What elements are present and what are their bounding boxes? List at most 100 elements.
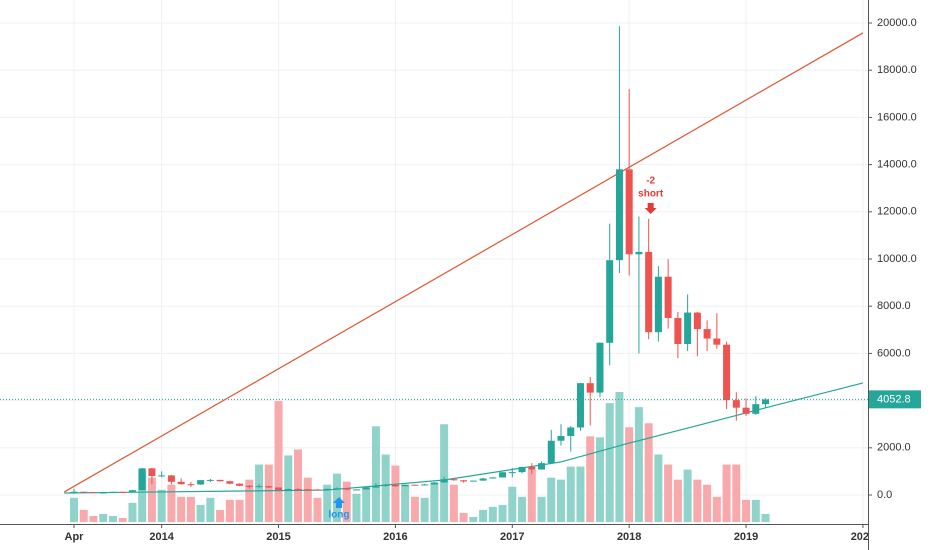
candle-body [635,251,643,255]
x-tick-label: 2018 [617,531,641,543]
volume-bar [518,496,527,522]
candle-body [606,260,614,343]
last-price-box [869,390,921,409]
volume-bar [576,466,585,522]
volume-pane [70,392,770,522]
candle-body [187,484,195,486]
y-axis: 0.02000.04000.06000.08000.010000.012000.… [868,17,921,501]
candle-body [596,342,604,393]
candle-body [732,400,740,408]
volume-bar [147,477,156,522]
candle-body [440,479,448,483]
x-tick-label: Apr [65,531,85,543]
candle-body [421,484,429,486]
volume-bar [410,496,419,522]
y-tick-label: 16000.0 [877,111,917,123]
volume-bar [323,484,332,522]
candle-body [518,466,526,473]
volume-bar [294,449,303,522]
volume-bar [508,486,517,522]
candle-body [158,475,166,477]
candle-body [586,383,594,393]
volume-bar [586,436,595,522]
volume-bar [430,482,439,522]
candle-body [703,329,711,339]
volume-bar [245,479,254,522]
candle-body [557,436,565,441]
volume-bar [595,437,604,522]
candle-body [148,468,156,477]
trend-line [63,32,864,493]
volume-bar [313,497,322,522]
annotation: -2 [646,176,655,187]
candle-body [762,399,770,405]
volume-bar [118,517,127,522]
price-axis-bg [868,0,932,550]
candle-body [294,488,302,490]
candle-body [479,478,487,481]
candle-body [391,484,399,487]
volume-bar [644,423,653,522]
candle-body [664,276,672,319]
y-tick-label: 6000.0 [877,347,911,359]
candle-body [138,468,146,491]
candle-body [128,490,136,492]
x-tick-label: 2020 [851,531,875,543]
volume-bar [634,407,643,522]
volume-bar [537,496,546,522]
candle-body [625,169,633,255]
volume-bar [440,424,449,522]
volume-bar [70,497,78,522]
volume-bar [605,403,614,522]
short-arrow [644,203,657,214]
y-tick-label: 20000.0 [877,17,917,29]
volume-bar [381,454,390,522]
volume-bar [547,477,556,522]
y-tick-label: 14000.0 [877,159,917,171]
volume-bar [654,454,663,522]
candle-body [323,488,331,490]
candle-body [255,486,263,488]
candle-body [654,276,662,333]
candle-body [723,344,731,401]
long-arrow [332,497,345,508]
x-tick-label: 2016 [383,531,407,543]
candle-body [752,404,760,414]
candle-body [236,483,244,486]
volume-bar [216,509,225,522]
volume-bar [284,455,293,522]
volume-bar [479,509,488,522]
volume-bar [469,516,478,522]
candle-body [615,169,623,261]
volume-bar [693,479,702,522]
candle-body [547,440,555,464]
candle-body [109,491,117,493]
candle-body [333,488,341,490]
candle-body [216,479,224,482]
candle-body [382,484,390,487]
volume-bar [498,504,507,522]
y-tick-label: 8000.0 [877,300,911,312]
candle-body [197,480,205,485]
candle-body [167,475,175,482]
volume-bar [566,466,575,522]
candles [0,26,868,494]
candle-body [372,486,380,488]
candle-body [450,479,458,481]
volume-bar [186,496,195,522]
candle-body [576,383,584,428]
volume-bar [761,513,770,522]
grid [0,0,868,524]
trend-lines [63,32,864,494]
candle-body [99,492,107,494]
volume-bar [742,499,751,522]
volume-bar [225,499,234,522]
candle-body [401,484,409,487]
candle-body [352,489,360,491]
last-price-label: 4052.8 [877,393,911,405]
candle-body [469,480,477,482]
y-tick-label: 10000.0 [877,253,917,265]
volume-bar [371,426,380,522]
volume-bar [488,506,497,522]
candle-body [674,318,682,344]
